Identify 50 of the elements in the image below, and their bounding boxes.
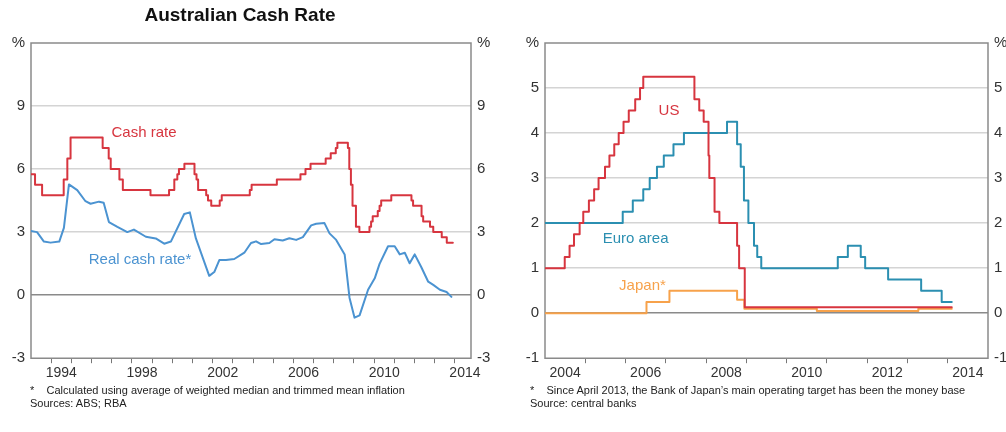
y2-tick-label: % [477, 33, 491, 51]
y2-tick-label: 5 [994, 78, 1003, 96]
x-tick-label: 2008 [710, 364, 743, 381]
y-tick-label: 1 [530, 258, 539, 276]
y-tick-label: 5 [530, 78, 539, 96]
text: * Since April 2013, the Bank of Japan’s main operating target has been the money base [530, 384, 967, 397]
series-label: US [658, 100, 680, 118]
x-tick-label: 2010 [791, 364, 823, 381]
y-tick-label: 9 [16, 96, 25, 114]
y-tick-label: -3 [11, 348, 25, 366]
y2-tick-label: 1 [994, 258, 1003, 276]
source-note: Sources: ABS; RBA [30, 397, 128, 410]
y-tick-label: % [525, 33, 539, 51]
series-label: Japan* [619, 276, 666, 294]
y2-tick-label: 9 [477, 96, 486, 114]
y2-tick-label: 0 [994, 303, 1003, 321]
y-tick-label: 3 [530, 168, 539, 186]
y-tick-label: 0 [530, 303, 539, 321]
y-tick-label: 2 [530, 213, 539, 231]
y2-tick-label: 3 [477, 222, 486, 240]
y2-tick-label: 0 [477, 285, 486, 303]
y-tick-label: 0 [16, 285, 25, 303]
x-tick-label: 2010 [368, 364, 400, 381]
y2-tick-label: 3 [994, 168, 1003, 186]
chart-title: Australian Cash Rate [143, 3, 337, 27]
series-label: Euro area [602, 229, 670, 247]
y-tick-label: -1 [525, 348, 539, 366]
y2-tick-label: 4 [994, 123, 1003, 141]
y-tick-label: % [11, 33, 25, 51]
text: * Calculated using average of weighted median and trimmed mean inflation [30, 384, 406, 397]
x-tick-label: 1998 [126, 364, 158, 381]
source-note: Source: central banks [530, 397, 638, 410]
y-tick-label: 6 [16, 159, 25, 177]
y2-tick-label: 2 [994, 213, 1003, 231]
x-tick-label: 2014 [952, 364, 984, 381]
x-tick-label: 2006 [287, 364, 320, 381]
y2-tick-label: % [994, 33, 1006, 51]
y2-tick-label: 6 [477, 159, 486, 177]
y-tick-label: 4 [530, 123, 539, 141]
y2-tick-label: -1 [994, 348, 1006, 366]
y-tick-label: 3 [16, 222, 25, 240]
x-tick-label: 2012 [871, 364, 904, 381]
x-tick-label: 2004 [549, 364, 581, 381]
y2-tick-label: -3 [477, 348, 491, 366]
x-tick-label: 2002 [207, 364, 239, 381]
x-tick-label: 2014 [449, 364, 481, 381]
x-tick-label: 1994 [45, 364, 78, 381]
series-label: Cash rate [111, 123, 177, 141]
x-tick-label: 2006 [630, 364, 662, 381]
series-label: Real cash rate* [88, 249, 192, 267]
